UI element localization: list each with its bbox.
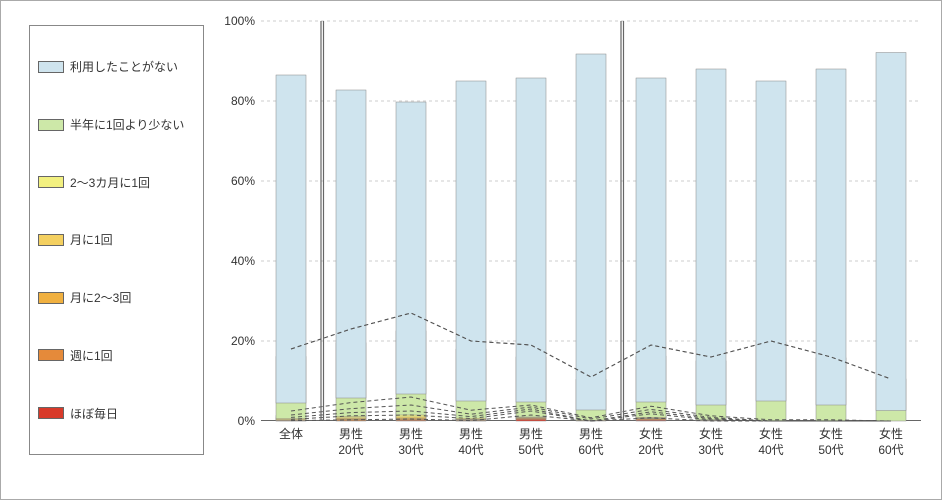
legend-item: 2～3カ月に1回 xyxy=(38,174,195,191)
bar-segment xyxy=(636,78,666,402)
y-tick-label: 100% xyxy=(224,14,255,28)
legend-item: 週に1回 xyxy=(38,347,195,364)
legend-label: 月に2～3回 xyxy=(70,289,131,306)
legend-item: 月に1回 xyxy=(38,231,195,248)
x-tick-label: 女性40代 xyxy=(758,427,783,458)
x-tick-label: 全体 xyxy=(279,427,303,443)
legend-label: 月に1回 xyxy=(70,231,113,248)
y-axis-labels: 0%20%40%60%80%100% xyxy=(219,21,259,421)
x-tick-label: 男性40代 xyxy=(458,427,483,458)
legend-label: ほぼ毎日 xyxy=(70,405,118,422)
legend-label: 利用したことがない xyxy=(70,58,178,75)
legend-swatch xyxy=(38,407,64,419)
y-tick-label: 40% xyxy=(231,254,255,268)
legend-swatch xyxy=(38,349,64,361)
legend-swatch xyxy=(38,176,64,188)
legend-item: 半年に1回より少ない xyxy=(38,116,195,133)
bar-segment xyxy=(456,81,486,401)
x-tick-label: 女性50代 xyxy=(818,427,843,458)
bar-segment xyxy=(396,102,426,394)
legend-swatch xyxy=(38,61,64,73)
bar-segment xyxy=(876,53,906,411)
bar-segment xyxy=(756,81,786,401)
legend-label: 週に1回 xyxy=(70,347,113,364)
x-tick-label: 女性30代 xyxy=(698,427,723,458)
legend-label: 2～3カ月に1回 xyxy=(70,174,150,191)
y-tick-label: 0% xyxy=(238,414,255,428)
legend-item: 月に2～3回 xyxy=(38,289,195,306)
x-tick-label: 男性20代 xyxy=(338,427,363,458)
y-tick-label: 60% xyxy=(231,174,255,188)
y-tick-label: 80% xyxy=(231,94,255,108)
bar-segment xyxy=(336,90,366,398)
legend-swatch xyxy=(38,119,64,131)
legend-swatch xyxy=(38,234,64,246)
x-tick-label: 女性60代 xyxy=(878,427,903,458)
x-tick-label: 男性50代 xyxy=(518,427,543,458)
bar-segment xyxy=(576,54,606,410)
chart-svg xyxy=(261,21,921,420)
legend-item: 利用したことがない xyxy=(38,58,195,75)
plot-area xyxy=(261,21,921,421)
legend: 利用したことがない半年に1回より少ない 2～3カ月に1回月に1回月に2～3回週に1… xyxy=(29,25,204,455)
x-tick-label: 女性20代 xyxy=(638,427,663,458)
bar-segment xyxy=(276,75,306,403)
bar-segment xyxy=(516,78,546,402)
x-tick-label: 男性60代 xyxy=(578,427,603,458)
x-tick-label: 男性30代 xyxy=(398,427,423,458)
chart-container: 利用したことがない半年に1回より少ない 2～3カ月に1回月に1回月に2～3回週に1… xyxy=(0,0,942,500)
legend-item: ほぼ毎日 xyxy=(38,405,195,422)
legend-label: 半年に1回より少ない xyxy=(70,116,184,133)
x-axis-labels: 全体 男性20代 男性30代 男性40代 男性50代 男性60代 女性20代 女性30代 女性4… xyxy=(261,427,921,477)
legend-swatch xyxy=(38,292,64,304)
bar-segment xyxy=(696,69,726,405)
y-tick-label: 20% xyxy=(231,334,255,348)
